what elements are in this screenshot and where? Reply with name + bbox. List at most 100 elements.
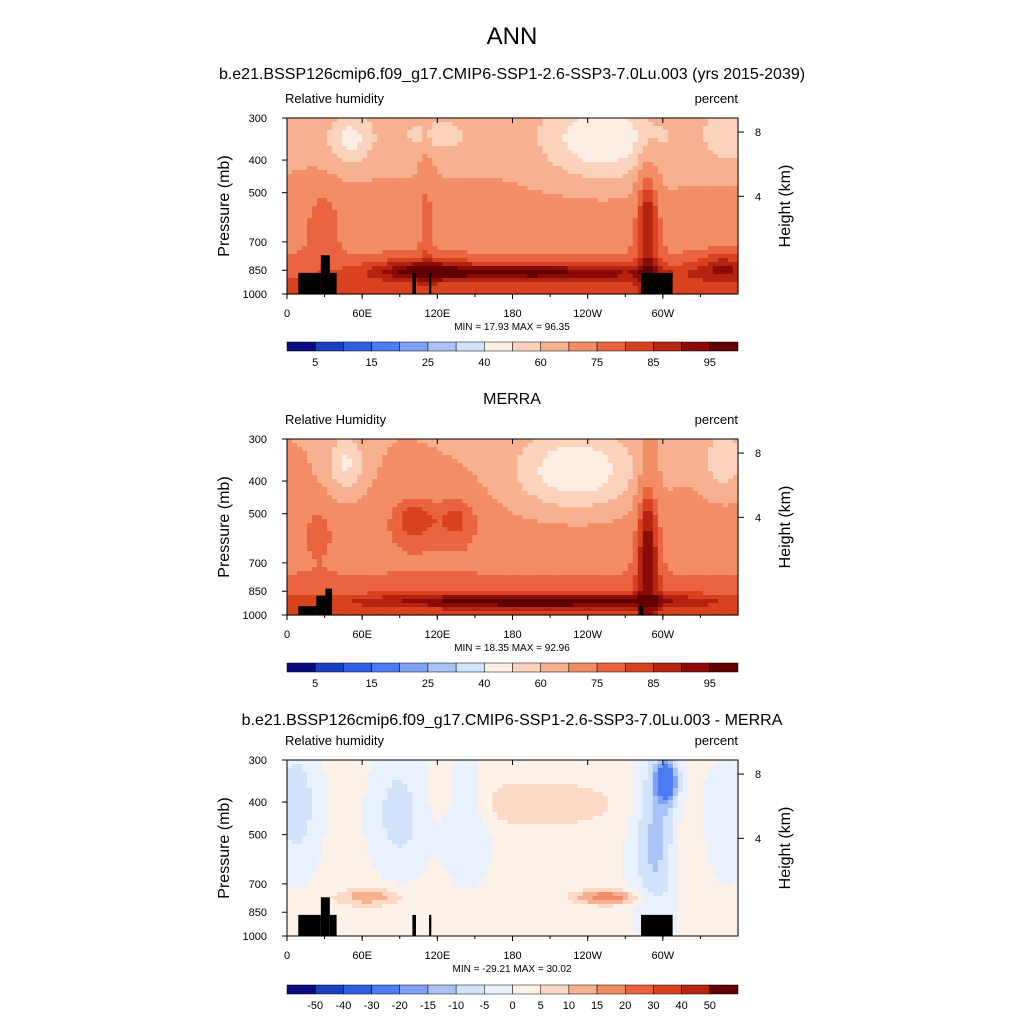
colorbar-swatch	[427, 662, 457, 673]
colorbar-swatch	[512, 984, 541, 995]
min-max-stats: MIN = -29.21 MAX = 30.02	[453, 964, 572, 975]
colorbar-swatch	[653, 662, 682, 673]
colorbar-swatch	[596, 662, 626, 673]
colorbar-label: 5	[312, 678, 318, 690]
colorbar-swatch	[681, 662, 711, 673]
colorbar-swatch	[286, 341, 316, 352]
colorbar-label: 75	[591, 678, 603, 690]
right-axis-label: Height (km)	[777, 165, 794, 248]
y-tick-label: 1000	[243, 931, 267, 943]
colorbar-swatch	[286, 984, 316, 995]
figure-title: ANN	[487, 23, 538, 50]
y-axis-label: Pressure (mb)	[216, 476, 233, 577]
colorbar-swatch	[625, 341, 654, 352]
colorbar-swatch	[371, 341, 400, 352]
colorbar-swatch	[455, 662, 485, 673]
right-tick-label: 4	[755, 833, 761, 845]
colorbar-swatch	[681, 984, 711, 995]
x-tick-label: 0	[284, 950, 290, 962]
colorbar-swatch	[596, 984, 626, 995]
colorbar-swatch	[625, 984, 654, 995]
colorbar-label: -5	[479, 1000, 489, 1012]
y-tick-label: 850	[249, 586, 267, 598]
x-tick-label: 120W	[573, 308, 602, 320]
colorbar-swatch	[625, 662, 654, 673]
y-tick-label: 700	[249, 558, 267, 570]
colorbar-swatch	[653, 341, 682, 352]
figure-subtitle: b.e21.BSSP126cmip6.f09_g17.CMIP6-SSP1-2.…	[219, 66, 805, 83]
colorbar-label: -15	[420, 1000, 436, 1012]
colorbar-label: -50	[307, 1000, 323, 1012]
colorbar: 5 15 25 40 60 75 85 95	[286, 662, 739, 690]
colorbar-swatch	[540, 662, 570, 673]
colorbar-swatch	[427, 341, 457, 352]
units-label: percent	[695, 733, 739, 748]
x-tick-label: 60W	[652, 629, 675, 641]
right-tick-label: 4	[755, 512, 761, 524]
y-tick-label: 850	[249, 907, 267, 919]
right-tick-label: 8	[755, 127, 761, 139]
chart-panel-2: MERRA Relative Humidity percent 0 60E 120E 180…	[216, 391, 794, 690]
colorbar-swatch	[709, 984, 739, 995]
right-axis-label: Height (km)	[777, 807, 794, 890]
min-max-stats: MIN = 18.35 MAX = 92.96	[454, 643, 570, 654]
x-tick-label: 180	[503, 950, 521, 962]
right-tick-label: 8	[755, 769, 761, 781]
colorbar-swatch	[568, 341, 598, 352]
x-tick-label: 60W	[652, 950, 675, 962]
colorbar-swatch	[427, 984, 457, 995]
colorbar-label: 25	[422, 678, 434, 690]
x-tick-label: 0	[284, 308, 290, 320]
colorbar-label: 15	[591, 1000, 603, 1012]
x-tick-label: 60E	[352, 308, 372, 320]
colorbar-swatch	[343, 984, 372, 995]
colorbar-label: 15	[365, 678, 377, 690]
x-tick-label: 180	[503, 629, 521, 641]
panel-title: b.e21.BSSP126cmip6.f09_g17.CMIP6-SSP1-2.…	[242, 712, 783, 729]
units-label: percent	[695, 91, 739, 106]
y-tick-label: 500	[249, 509, 267, 521]
colorbar-swatch	[343, 662, 372, 673]
x-tick-label: 120E	[424, 308, 450, 320]
colorbar-swatch	[709, 662, 739, 673]
y-tick-label: 500	[249, 188, 267, 200]
y-tick-label: 500	[249, 830, 267, 842]
colorbar-label: 75	[591, 357, 603, 369]
colorbar-label: 20	[619, 1000, 631, 1012]
heatmap-cells	[287, 760, 739, 937]
colorbar-label: 40	[478, 678, 490, 690]
colorbar-label: 40	[478, 357, 490, 369]
colorbar-label: 95	[704, 357, 716, 369]
colorbar-swatch	[709, 341, 739, 352]
colorbar-swatch	[343, 341, 372, 352]
field-label: Relative Humidity	[285, 412, 387, 427]
x-tick-label: 60W	[652, 308, 675, 320]
panel-title: MERRA	[483, 391, 541, 408]
colorbar-swatch	[399, 984, 429, 995]
colorbar-swatch	[540, 984, 570, 995]
y-tick-label: 300	[249, 113, 267, 125]
colorbar-swatch	[286, 662, 316, 673]
y-tick-label: 400	[249, 155, 267, 167]
colorbar-swatch	[653, 984, 682, 995]
x-tick-label: 120E	[424, 629, 450, 641]
colorbar-swatch	[455, 984, 485, 995]
colorbar-label: -40	[335, 1000, 351, 1012]
heatmap-cells	[287, 439, 739, 616]
colorbar-swatch	[314, 662, 344, 673]
colorbar-label: 60	[535, 678, 547, 690]
x-tick-label: 0	[284, 629, 290, 641]
y-axis-label: Pressure (mb)	[216, 797, 233, 898]
y-tick-label: 850	[249, 265, 267, 277]
units-label: percent	[695, 412, 739, 427]
colorbar-swatch	[455, 341, 485, 352]
colorbar-label: 0	[509, 1000, 515, 1012]
x-tick-label: 120W	[573, 629, 602, 641]
colorbar-swatch	[399, 341, 429, 352]
right-tick-label: 4	[755, 191, 761, 203]
colorbar-swatch	[371, 662, 400, 673]
colorbar-label: 5	[538, 1000, 544, 1012]
topography-mask	[298, 255, 673, 294]
y-tick-label: 1000	[243, 610, 267, 622]
